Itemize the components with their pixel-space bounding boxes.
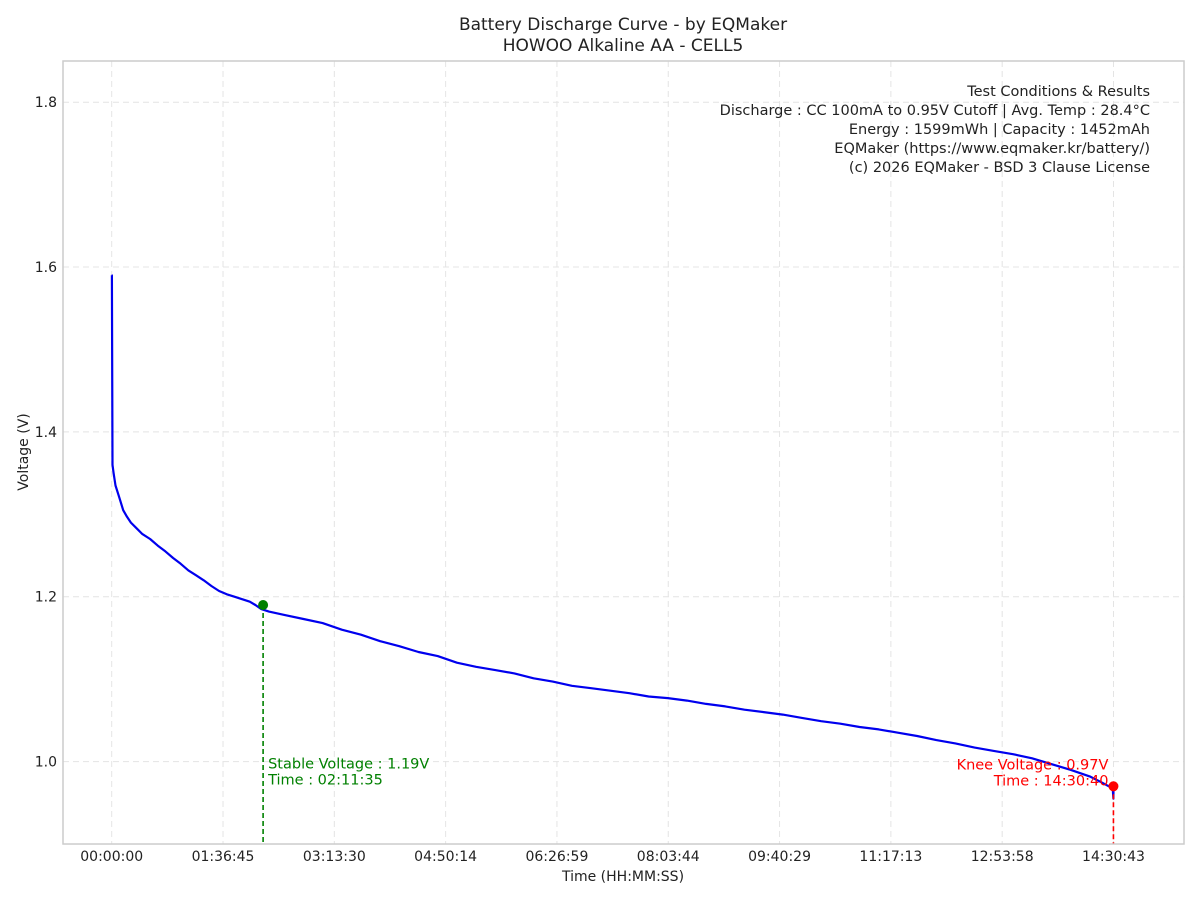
x-tick-label: 08:03:44	[637, 849, 700, 865]
info-line: Test Conditions & Results	[966, 84, 1150, 100]
x-tick-label: 12:53:58	[971, 849, 1034, 865]
x-tick-label: 04:50:14	[414, 849, 477, 865]
info-line: (c) 2026 EQMaker - BSD 3 Clause License	[849, 160, 1150, 176]
y-tick-label: 1.0	[35, 755, 57, 771]
series-layer	[110, 274, 1115, 800]
info-line: EQMaker (https://www.eqmaker.kr/battery/…	[834, 141, 1150, 157]
x-tick-labels: 00:00:00 01:36:45 03:13:30 04:50:14 06:26:59…	[80, 849, 1145, 865]
x-axis-label: Time (HH:MM:SS)	[561, 869, 684, 885]
info-line: Energy : 1599mWh | Capacity : 1452mAh	[849, 122, 1150, 138]
stable-label-voltage: Stable Voltage : 1.19V	[268, 757, 429, 773]
stable-point	[258, 599, 269, 610]
plot-frame	[62, 60, 1185, 845]
y-tick-label: 1.2	[35, 590, 57, 606]
grid	[63, 61, 1184, 844]
chart-title: Battery Discharge Curve - by EQMaker	[459, 15, 787, 35]
y-tick-label: 1.4	[35, 425, 57, 441]
discharge-series-line	[110, 274, 1115, 800]
knee-label-time: Time : 14:30:40	[993, 773, 1109, 789]
x-tick-label: 09:40:29	[748, 849, 811, 865]
x-tick-label: 14:30:43	[1082, 849, 1145, 865]
x-tick-label: 01:36:45	[192, 849, 255, 865]
y-tick-labels: 1.0 1.2 1.4 1.6 1.8	[35, 95, 57, 770]
x-tick-label: 06:26:59	[525, 849, 588, 865]
knee-point	[1108, 781, 1119, 792]
x-tick-label: 03:13:30	[303, 849, 366, 865]
x-tick-label: 00:00:00	[80, 849, 143, 865]
knee-label-voltage: Knee Voltage : 0.97V	[957, 757, 1109, 773]
info-box: Test Conditions & Results Discharge : CC …	[720, 84, 1150, 176]
chart-subtitle: HOWOO Alkaline AA - CELL5	[503, 36, 744, 56]
x-tick-label: 11:17:13	[859, 849, 922, 865]
stable-label-time: Time : 02:11:35	[267, 773, 383, 789]
info-line: Discharge : CC 100mA to 0.95V Cutoff | A…	[720, 103, 1150, 119]
y-axis-label: Voltage (V)	[16, 413, 32, 490]
y-tick-label: 1.6	[35, 260, 57, 276]
y-tick-label: 1.8	[35, 95, 57, 111]
